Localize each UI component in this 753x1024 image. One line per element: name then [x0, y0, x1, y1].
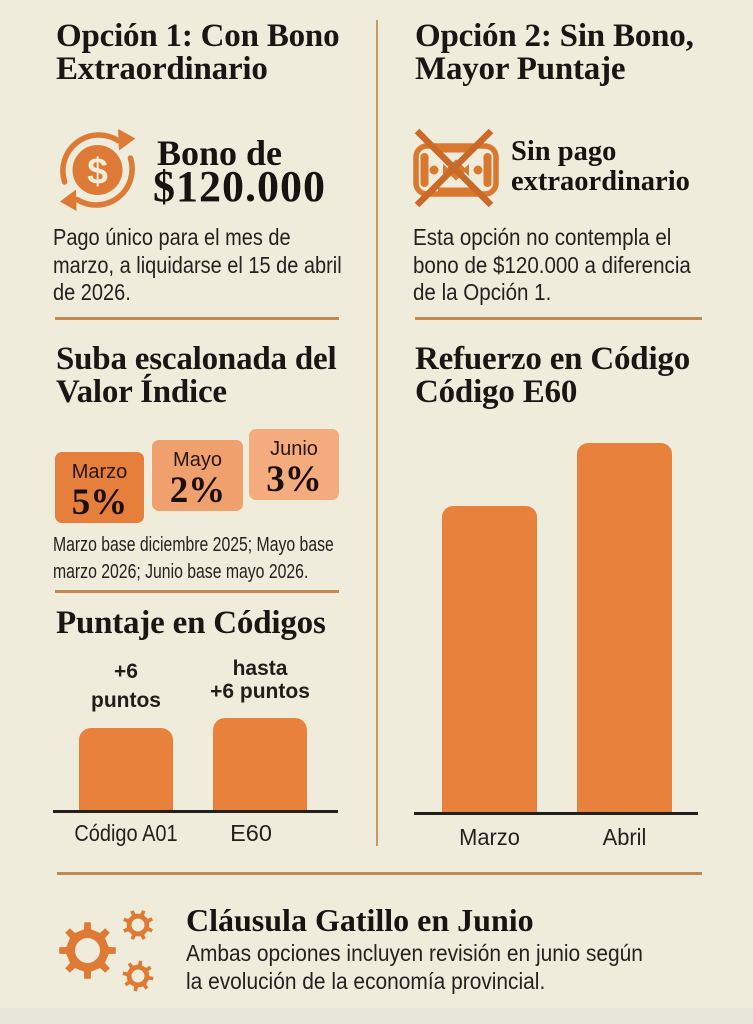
svg-text:$: $	[87, 151, 108, 192]
